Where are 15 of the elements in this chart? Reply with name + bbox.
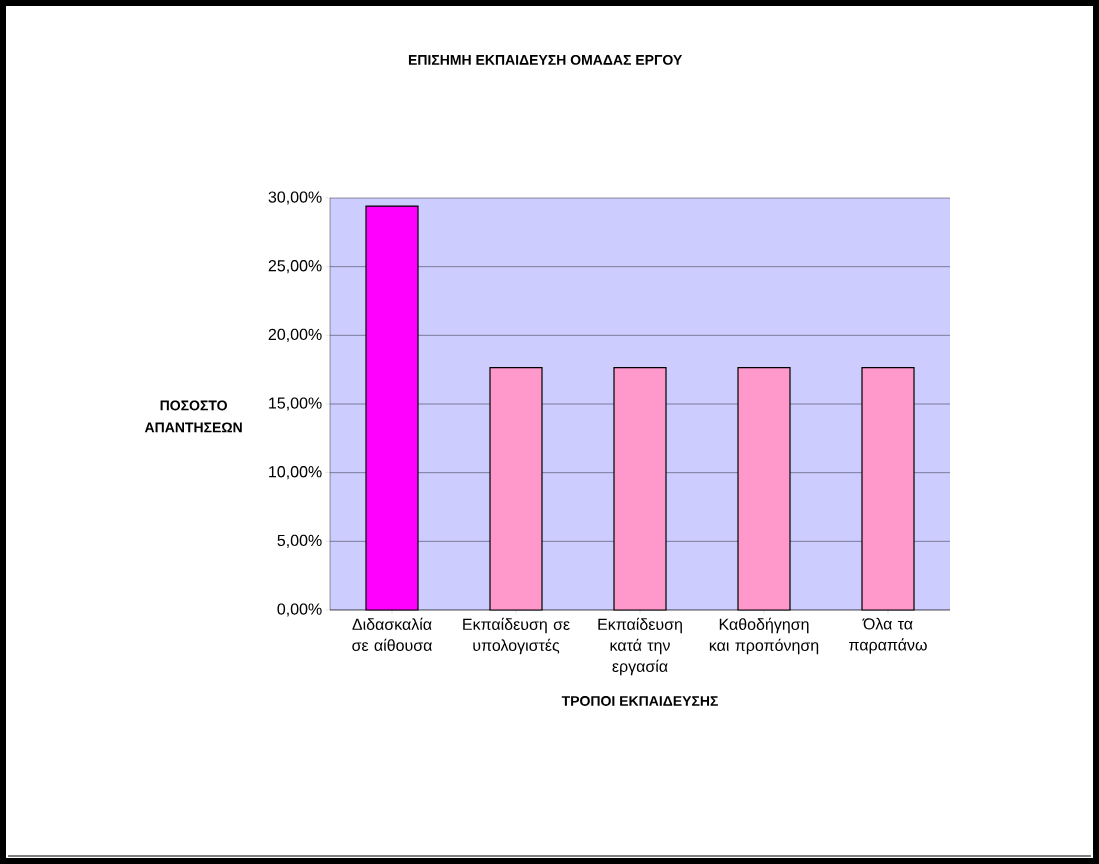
y-tick-label: 0,00% [277, 603, 322, 617]
x-tick-label: Καθοδήγηση και προπόνηση [709, 617, 819, 655]
y-tick-label: 20,00% [268, 328, 322, 342]
y-tick-label: 30,00% [268, 191, 322, 205]
x-tick-label: Διδασκαλία σε αίθουσα [352, 617, 432, 652]
y-tick-label: 15,00% [269, 397, 322, 411]
x-tick-label: Εκπαίδευση κατά την εργασία [598, 617, 682, 676]
x-axis-title: ΤΡΟΠΟΙ ΕΚΠΑΙΔΕΥΣΗΣ [561, 696, 718, 706]
y-tick-label: 10,00% [269, 466, 322, 480]
y-tick-label: 25,00% [268, 260, 322, 274]
y-axis-title: ΠΟΣΟΣΤΟ ΑΠΑΝΤΗΣΕΩΝ [144, 400, 242, 433]
x-tick-label: Εκπαίδευση σε υπολογιστές [463, 617, 570, 655]
y-tick-label: 5,00% [277, 534, 322, 548]
x-tick-label: Όλα τα παραπάνω [849, 617, 927, 654]
chart-title: ΕΠΙΣΗΜΗ ΕΚΠΑΙΔΕΥΣΗ ΟΜΑΔΑΣ ΕΡΓΟΥ [408, 54, 683, 65]
